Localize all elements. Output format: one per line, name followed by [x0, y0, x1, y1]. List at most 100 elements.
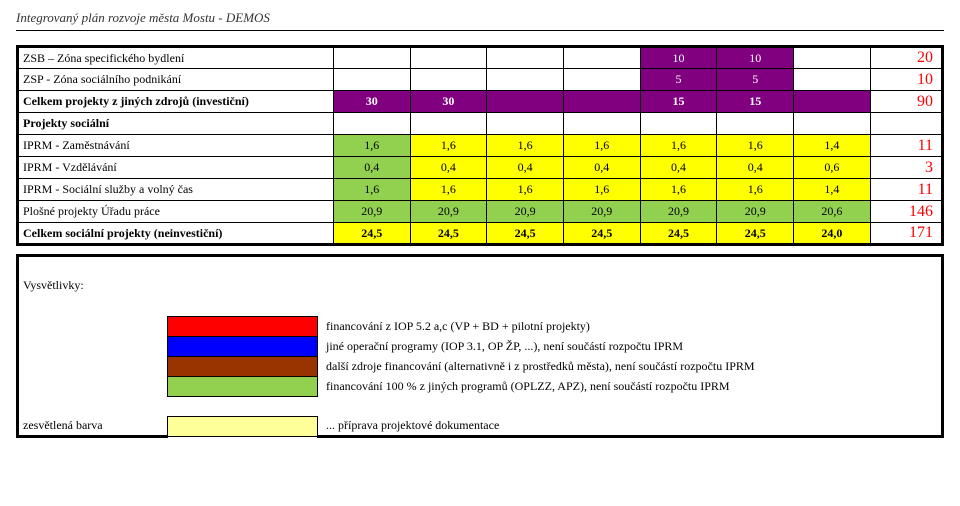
data-cell — [563, 69, 640, 91]
spacer-row — [18, 397, 943, 417]
data-cell: 10 — [640, 47, 717, 69]
data-cell: 20,9 — [487, 201, 564, 223]
table-row: IPRM - Sociální služby a volný čas1,61,6… — [18, 179, 943, 201]
data-cell — [794, 47, 871, 69]
data-cell: 24,5 — [487, 223, 564, 245]
legend-text: financování z IOP 5.2 a,c (VP + BD + pil… — [318, 317, 943, 337]
table-row: ZSB – Zóna specifického bydlení 1010 20 — [18, 47, 943, 69]
data-cell: 15 — [717, 91, 794, 113]
data-cell: 24,5 — [333, 223, 410, 245]
table-row: Projekty sociální — [18, 113, 943, 135]
row-total: 11 — [870, 179, 942, 201]
data-cell — [563, 91, 640, 113]
table-row: Celkem sociální projekty (neinvestiční)2… — [18, 223, 943, 245]
data-cell: 20,9 — [410, 201, 487, 223]
data-cell — [640, 113, 717, 135]
legend-label-cell — [18, 357, 168, 377]
row-total: 171 — [870, 223, 942, 245]
data-cell: 0,4 — [410, 157, 487, 179]
data-cell: 1,6 — [563, 179, 640, 201]
data-cell: 1,6 — [563, 135, 640, 157]
row-label: Projekty sociální — [18, 113, 334, 135]
data-cell: 0,6 — [794, 157, 871, 179]
legend-text: jiné operační programy (IOP 3.1, OP ŽP, … — [318, 337, 943, 357]
legend-swatch — [168, 377, 318, 397]
page-header: Integrovaný plán rozvoje města Mostu - D… — [16, 10, 944, 28]
data-cell: 1,6 — [333, 179, 410, 201]
legend-title-row: Vysvětlivky: — [18, 276, 943, 297]
data-cell: 5 — [717, 69, 794, 91]
row-total: 3 — [870, 157, 942, 179]
data-cell — [487, 113, 564, 135]
data-cell: 20,9 — [563, 201, 640, 223]
data-cell: 1,6 — [717, 179, 794, 201]
row-total: 90 — [870, 91, 942, 113]
data-cell: 0,4 — [487, 157, 564, 179]
data-cell: 24,5 — [410, 223, 487, 245]
row-label: IPRM - Zaměstnávání — [18, 135, 334, 157]
legend-label-cell — [18, 377, 168, 397]
spacer-row — [18, 256, 943, 276]
data-cell: 24,0 — [794, 223, 871, 245]
data-cell: 24,5 — [640, 223, 717, 245]
data-cell — [717, 113, 794, 135]
data-cell: 0,4 — [333, 157, 410, 179]
data-cell: 1,6 — [487, 135, 564, 157]
row-label: Plošné projekty Úřadu práce — [18, 201, 334, 223]
data-cell: 0,4 — [717, 157, 794, 179]
legend-label-cell — [18, 317, 168, 337]
row-label: ZSP - Zóna sociálního podnikání — [18, 69, 334, 91]
legend-row: další zdroje financování (alternativně i… — [18, 357, 943, 377]
data-cell: 20,9 — [640, 201, 717, 223]
data-cell: 1,4 — [794, 179, 871, 201]
legend-row: financování z IOP 5.2 a,c (VP + BD + pil… — [18, 317, 943, 337]
data-cell — [794, 91, 871, 113]
data-cell: 30 — [410, 91, 487, 113]
data-cell: 10 — [717, 47, 794, 69]
data-cell: 1,6 — [333, 135, 410, 157]
table-row: IPRM - Zaměstnávání1,61,61,61,61,61,61,4… — [18, 135, 943, 157]
data-cell: 20,9 — [717, 201, 794, 223]
data-cell — [563, 47, 640, 69]
legend-footer-row: zesvětlená barva ... příprava projektové … — [18, 417, 943, 437]
row-total: 20 — [870, 47, 942, 69]
header-rule — [16, 30, 944, 31]
data-cell — [333, 113, 410, 135]
data-cell: 20,9 — [333, 201, 410, 223]
data-cell — [487, 69, 564, 91]
data-cell: 0,4 — [563, 157, 640, 179]
data-cell — [410, 113, 487, 135]
table-row: IPRM - Vzdělávání0,40,40,40,40,40,40,63 — [18, 157, 943, 179]
legend-footer-label: zesvětlená barva — [18, 417, 168, 437]
row-total: 11 — [870, 135, 942, 157]
row-label: ZSB – Zóna specifického bydlení — [18, 47, 334, 69]
legend-footer-text: ... příprava projektové dokumentace — [318, 417, 943, 437]
row-label: Celkem sociální projekty (neinvestiční) — [18, 223, 334, 245]
row-label: Celkem projekty z jiných zdrojů (investi… — [18, 91, 334, 113]
data-cell — [410, 69, 487, 91]
data-cell — [333, 47, 410, 69]
data-cell — [563, 113, 640, 135]
data-cell — [410, 47, 487, 69]
data-cell — [794, 69, 871, 91]
row-label: IPRM - Sociální služby a volný čas — [18, 179, 334, 201]
legend-swatch — [168, 357, 318, 377]
data-cell: 5 — [640, 69, 717, 91]
row-total — [870, 113, 942, 135]
row-label: IPRM - Vzdělávání — [18, 157, 334, 179]
budget-table: ZSB – Zóna specifického bydlení 1010 20 ZSP… — [16, 45, 944, 246]
data-cell — [333, 69, 410, 91]
legend-swatch — [168, 317, 318, 337]
row-total: 146 — [870, 201, 942, 223]
data-cell: 1,6 — [410, 179, 487, 201]
data-cell — [487, 47, 564, 69]
data-cell: 1,6 — [487, 179, 564, 201]
legend-footer-swatch — [168, 417, 318, 437]
legend-row: financování 100 % z jiných programů (OPL… — [18, 377, 943, 397]
data-cell: 1,6 — [410, 135, 487, 157]
legend-title: Vysvětlivky: — [18, 276, 943, 297]
data-cell — [794, 113, 871, 135]
table-row: ZSP - Zóna sociálního podnikání5510 — [18, 69, 943, 91]
data-cell: 0,4 — [640, 157, 717, 179]
data-cell: 30 — [333, 91, 410, 113]
